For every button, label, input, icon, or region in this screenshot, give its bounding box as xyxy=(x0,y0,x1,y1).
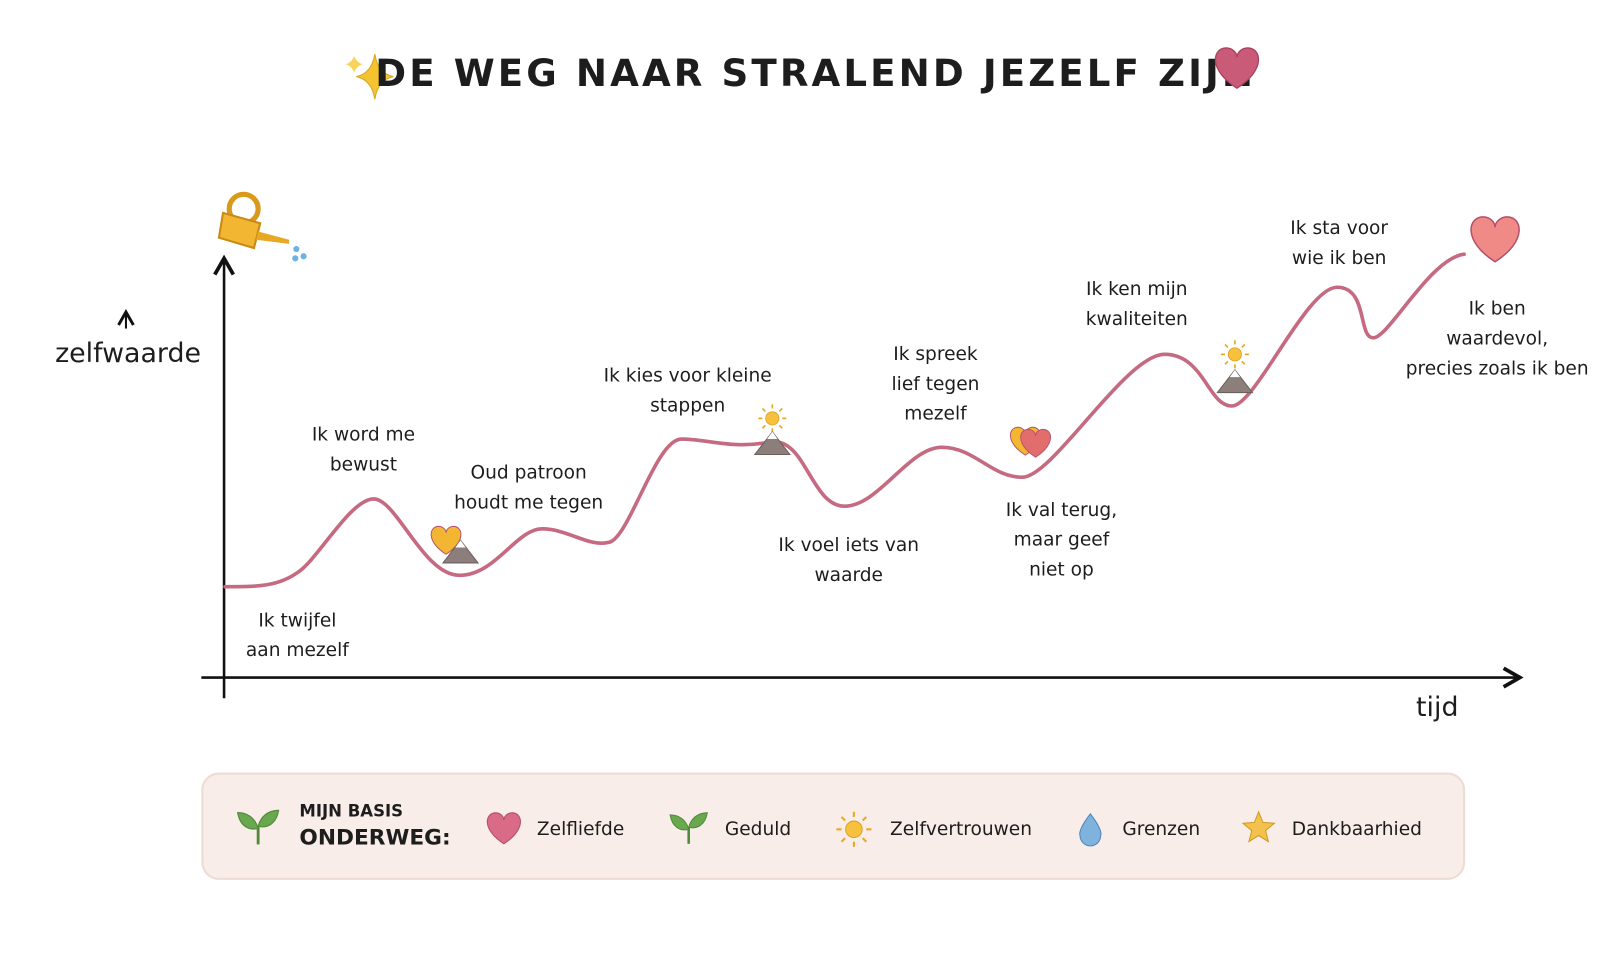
milestone-label: kwaliteiten xyxy=(1086,309,1188,330)
milestone-label: Ik kies voor kleine xyxy=(604,366,772,387)
milestone-label: Ik voel iets van xyxy=(778,535,919,556)
sun-icon xyxy=(1220,340,1249,369)
milestone-label: niet op xyxy=(1029,560,1094,581)
legend-item: Geduld xyxy=(725,819,791,840)
milestone-label: houdt me tegen xyxy=(454,493,603,514)
milestone-label: bewust xyxy=(330,454,397,475)
heart-icon xyxy=(486,812,521,845)
heart-icon xyxy=(1470,216,1520,263)
sun-ray xyxy=(861,837,868,843)
legend-item: Zelfvertrouwen xyxy=(890,819,1032,840)
heart-icon xyxy=(430,525,462,555)
y-axis-label: zelfwaarde xyxy=(55,338,201,369)
sun-ray xyxy=(761,424,766,429)
milestone-label: Ik sta voor xyxy=(1290,218,1388,239)
leaf xyxy=(669,814,690,831)
legend-item: Grenzen xyxy=(1122,819,1200,840)
watering-can-icon xyxy=(217,191,307,262)
mountain-snow xyxy=(1229,369,1241,378)
legend-box xyxy=(201,772,1466,880)
journey-curve xyxy=(223,252,1466,589)
sun-ray xyxy=(1224,343,1229,348)
heart-icon xyxy=(1020,428,1051,458)
leaf xyxy=(237,812,259,830)
mountain-icon xyxy=(753,430,791,456)
mountain-snow xyxy=(455,540,466,548)
milestone-label: precies zoals ik ben xyxy=(1406,358,1589,379)
title: DE WEG NAAR STRALEND JEZELF ZIJN xyxy=(375,51,1256,95)
sun-ray xyxy=(1241,360,1246,365)
milestone-label: Ik twijfel xyxy=(258,610,336,631)
milestone-label: Oud patroon xyxy=(471,463,587,484)
leaf xyxy=(688,812,708,829)
milestone-label: Ik ken mijn xyxy=(1086,279,1188,300)
sun-icon xyxy=(836,811,872,847)
x-axis-label: tijd xyxy=(1416,692,1458,723)
sun-ray xyxy=(840,837,846,843)
leaf-icon xyxy=(237,809,280,845)
legend-item: Dankbaarhied xyxy=(1292,819,1422,840)
heart-icon xyxy=(1214,47,1260,89)
milestone-label: aan mezelf xyxy=(246,640,349,661)
sun-core xyxy=(765,411,780,426)
milestone-label: waardevol, xyxy=(1446,328,1548,349)
sun-ray xyxy=(761,407,766,412)
leaf xyxy=(257,809,280,828)
legend-item: Zelfliefde xyxy=(537,819,624,840)
sun-ray xyxy=(1224,360,1229,365)
sparkle-icon xyxy=(345,53,394,100)
leaf-icon xyxy=(669,812,708,844)
star-icon xyxy=(1241,810,1276,843)
milestone-label: Ik spreek xyxy=(893,344,978,365)
legend-title: ONDERWEG: xyxy=(299,826,450,851)
sun-icon xyxy=(758,404,787,433)
milestone-label: Ik word me xyxy=(312,424,415,445)
sun-ray xyxy=(1241,343,1246,348)
sun-ray xyxy=(840,816,846,822)
milestone-label: waarde xyxy=(814,565,883,586)
milestone-label: Ik ben xyxy=(1469,298,1526,319)
milestone-label: lief tegen xyxy=(892,374,980,395)
mountain-icon xyxy=(1216,369,1254,394)
sun-ray xyxy=(778,407,783,412)
milestone-label: Ik val terug, xyxy=(1006,500,1117,521)
sun-core xyxy=(845,820,863,839)
drop-icon xyxy=(1079,812,1102,847)
mountain-snow xyxy=(767,431,778,440)
mountain-icon xyxy=(441,539,480,564)
sun-ray xyxy=(778,424,783,429)
milestone-label: maar geef xyxy=(1014,530,1110,551)
milestone-label: mezelf xyxy=(904,404,967,425)
legend-title: MIJN BASIS xyxy=(299,801,403,820)
sun-core xyxy=(1227,347,1242,362)
milestone-label: stappen xyxy=(650,395,725,416)
milestone-label: wie ik ben xyxy=(1292,248,1387,269)
sun-ray xyxy=(861,816,868,822)
